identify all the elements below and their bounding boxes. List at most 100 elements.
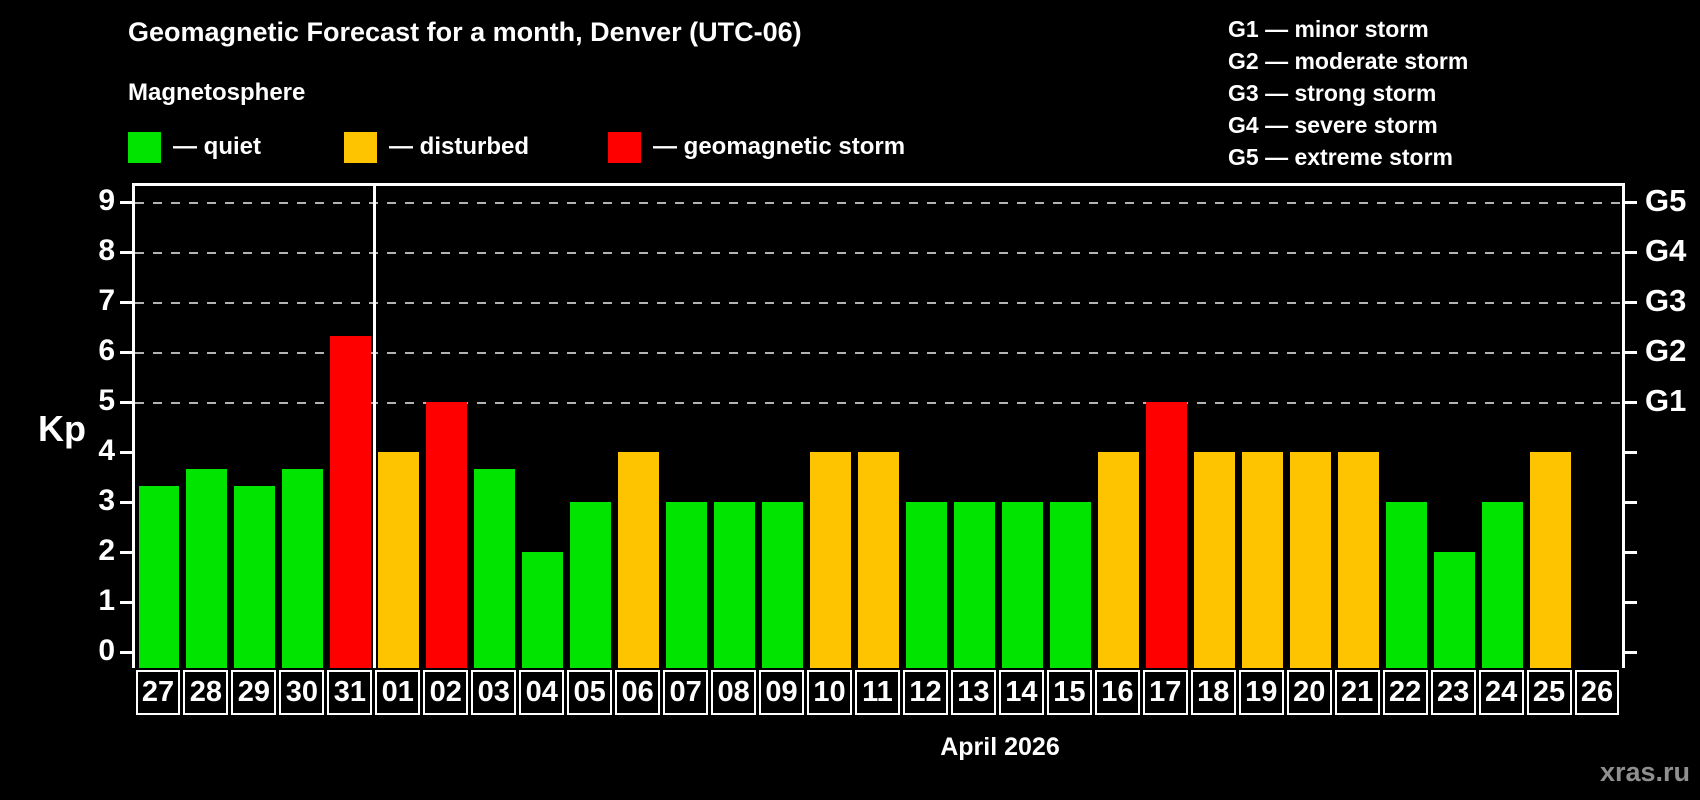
kp-bar-day-23	[1433, 552, 1475, 668]
legend-item-quiet: — quiet	[128, 131, 261, 163]
gridline-kp8	[135, 252, 1622, 254]
day-label-08: 08	[711, 670, 757, 715]
g-tick-6	[1625, 350, 1637, 354]
kp-bar-day-31	[330, 335, 372, 668]
day-label-20: 20	[1286, 670, 1332, 715]
kp-bar-day-04	[522, 552, 564, 668]
month-separator-line	[373, 186, 377, 668]
kp-bar-day-06	[618, 452, 660, 668]
kp-bar-day-22	[1385, 502, 1427, 668]
kp-bar-day-27	[138, 485, 180, 668]
kp-tick-label-0: 0	[98, 634, 115, 667]
kp-bar-day-05	[570, 502, 612, 668]
kp-bar-day-29	[234, 485, 276, 668]
kp-bar-day-19	[1241, 452, 1283, 668]
day-label-15: 15	[1046, 670, 1092, 715]
day-label-22: 22	[1382, 670, 1428, 715]
day-label-18: 18	[1190, 670, 1236, 715]
day-label-12: 12	[902, 670, 948, 715]
g-tick-2	[1625, 550, 1637, 554]
g-axis-label-G2: G2	[1645, 333, 1687, 368]
kp-bar-day-09	[762, 502, 804, 668]
kp-bar-day-30	[282, 468, 324, 668]
day-label-06: 06	[615, 670, 661, 715]
day-label-27: 27	[135, 670, 181, 715]
gridline-kp5	[135, 402, 1622, 404]
day-label-09: 09	[759, 670, 805, 715]
x-axis-title: April 2026	[940, 733, 1060, 761]
kp-tick-label-5: 5	[98, 384, 115, 417]
legend-label-quiet: — quiet	[173, 133, 261, 160]
kp-bar-day-03	[474, 468, 516, 668]
legend-item-storm: — geomagnetic storm	[608, 131, 905, 163]
kp-tick-label-6: 6	[98, 334, 115, 367]
day-label-07: 07	[663, 670, 709, 715]
kp-tick-2	[120, 550, 132, 554]
kp-tick-5	[120, 400, 132, 404]
legend-label-disturbed: — disturbed	[389, 133, 530, 160]
g-tick-8	[1625, 250, 1637, 254]
day-label-03: 03	[471, 670, 517, 715]
day-label-13: 13	[950, 670, 996, 715]
day-label-11: 11	[855, 670, 900, 715]
day-label-26: 26	[1574, 670, 1620, 715]
kp-tick-1	[120, 600, 132, 604]
g-scale-legend: G1 — minor storm G2 — moderate storm G3 — …	[1228, 13, 1468, 173]
kp-tick-4	[120, 450, 132, 454]
kp-bar-day-11	[858, 452, 899, 668]
g-scale-legend-line: G4 — severe storm	[1228, 112, 1438, 138]
day-label-02: 02	[423, 670, 469, 715]
kp-tick-label-3: 3	[98, 484, 115, 517]
legend-label-storm: — geomagnetic storm	[653, 133, 906, 160]
kp-bar-day-15	[1049, 502, 1091, 668]
legend-swatch-quiet-icon	[128, 131, 161, 163]
g-tick-7	[1625, 300, 1637, 304]
g-axis-label-G1: G1	[1645, 383, 1687, 418]
kp-bar-day-01	[378, 452, 420, 668]
day-label-10: 10	[807, 670, 852, 715]
gridline-kp6	[135, 352, 1622, 354]
legend-item-disturbed: — disturbed	[344, 131, 529, 163]
plot-area	[132, 183, 1625, 668]
day-label-31: 31	[327, 670, 373, 715]
g-tick-3	[1625, 500, 1637, 504]
g-axis-label-G3: G3	[1645, 283, 1687, 318]
kp-tick-label-9: 9	[98, 184, 115, 217]
kp-bar-day-17	[1145, 402, 1187, 668]
day-label-17: 17	[1142, 670, 1188, 715]
kp-bar-day-12	[905, 502, 947, 668]
kp-bar-day-25	[1529, 452, 1571, 668]
kp-tick-3	[120, 500, 132, 504]
kp-bar-day-10	[810, 452, 851, 668]
day-label-24: 24	[1478, 670, 1524, 715]
kp-tick-6	[120, 350, 132, 354]
magnetosphere-label: Magnetosphere	[128, 79, 306, 106]
g-tick-9	[1625, 200, 1637, 204]
kp-tick-label-8: 8	[98, 234, 115, 267]
day-label-14: 14	[998, 670, 1044, 715]
day-label-30: 30	[279, 670, 325, 715]
kp-tick-8	[120, 250, 132, 254]
g-scale-legend-line: G2 — moderate storm	[1228, 48, 1469, 74]
plot-inner	[135, 186, 1622, 668]
day-label-29: 29	[231, 670, 277, 715]
kp-tick-9	[120, 200, 132, 204]
g-tick-4	[1625, 450, 1637, 454]
gridline-kp9	[135, 202, 1622, 204]
y-axis-title: Kp	[38, 408, 86, 449]
kp-bar-day-28	[186, 468, 228, 668]
chart-title: Geomagnetic Forecast for a month, Denver…	[128, 17, 802, 47]
kp-tick-label-4: 4	[98, 434, 115, 467]
day-label-04: 04	[519, 670, 565, 715]
day-label-28: 28	[183, 670, 229, 715]
kp-bar-day-20	[1289, 452, 1331, 668]
day-label-16: 16	[1094, 670, 1140, 715]
day-label-23: 23	[1430, 670, 1476, 715]
day-label-05: 05	[567, 670, 613, 715]
day-label-25: 25	[1526, 670, 1572, 715]
kp-bar-day-21	[1337, 452, 1379, 668]
kp-bar-day-02	[426, 402, 468, 668]
g-axis-label-G4: G4	[1645, 233, 1687, 268]
g-scale-legend-line: G3 — strong storm	[1228, 80, 1437, 106]
